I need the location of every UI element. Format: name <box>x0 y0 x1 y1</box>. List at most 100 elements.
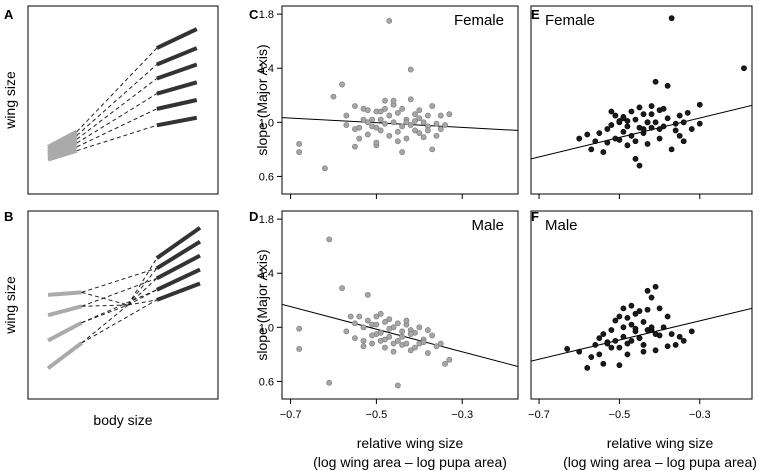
panel-a-schematic <box>47 27 198 162</box>
panel-d-ylabel: slope (Major Axis) <box>254 249 270 360</box>
panel-f-point <box>688 328 695 335</box>
panel-c-point <box>394 128 401 135</box>
panel-b-dark-segment <box>155 267 201 292</box>
panel-e-point <box>612 112 619 119</box>
panel-b-dashed-connector <box>127 299 157 306</box>
panel-f-point <box>652 283 659 290</box>
panel-c-point <box>412 118 418 124</box>
panel-d-point <box>407 347 414 354</box>
panel-e-point <box>684 109 691 116</box>
panel-f-point <box>656 332 663 339</box>
panel-a-light-segment <box>47 144 78 159</box>
panel-c-ytick-label: 1.8 <box>259 9 274 21</box>
panel-d-point <box>352 335 358 342</box>
panel-c-point <box>433 132 440 139</box>
panel-b-light-segment <box>46 341 83 370</box>
panel-f-point <box>640 341 647 348</box>
panel-d-point <box>412 344 418 351</box>
panel-f-point <box>620 333 627 340</box>
panel-e-point <box>616 118 623 124</box>
panel-c-point <box>394 138 401 145</box>
panel-d-point <box>296 325 303 332</box>
panel-f-plot: −0.7 −0.5 −0.3 Male <box>528 210 753 421</box>
panel-d-point <box>424 350 431 356</box>
panel-f-letter: F <box>531 209 539 224</box>
panel-e-point <box>636 162 643 169</box>
panel-c-fit-line <box>282 117 518 131</box>
panel-f-point <box>624 351 631 358</box>
panel-d-point <box>373 313 380 320</box>
panel-c-point <box>296 149 303 155</box>
panel-e-point <box>588 146 595 153</box>
panel-a-light-segment <box>47 137 78 154</box>
panel-a-dashed-connector <box>76 64 158 136</box>
panel-f-point <box>664 343 671 350</box>
panel-f-point <box>596 351 603 358</box>
panel-b-light-segment <box>47 290 82 297</box>
panel-a-dashed-connector <box>76 47 158 133</box>
panel-f-point <box>640 319 647 325</box>
panel-c-point <box>373 124 380 131</box>
panel-b-dashed-connector <box>81 304 129 324</box>
panel-d-ytick-label: 1.4 <box>259 268 274 280</box>
panel-f-point <box>624 314 631 321</box>
panel-c-point <box>330 93 337 100</box>
panel-c-frame <box>281 5 519 195</box>
panel-c-point <box>424 127 431 134</box>
panel-d-point <box>360 337 367 344</box>
panel-e-point <box>656 126 663 132</box>
panel-d-ytick-label: 1.0 <box>259 322 274 334</box>
panel-f-point <box>604 340 611 347</box>
panel-c-point <box>407 66 414 73</box>
panel-d-point <box>394 382 401 389</box>
panel-e-point <box>672 127 679 134</box>
panel-f-point <box>628 302 635 309</box>
panel-e-point <box>624 123 631 130</box>
panel-e-point <box>741 65 747 72</box>
panel-f-point <box>656 305 663 312</box>
panel-f-point <box>636 335 643 342</box>
panel-e-point <box>644 119 651 126</box>
panel-b-frame <box>27 210 219 400</box>
panel-f-point <box>624 340 631 347</box>
panel-c-ylabel: slope (Major Axis) <box>254 44 270 155</box>
panel-d-ytick-label: 0.6 <box>259 376 274 388</box>
panel-c-point <box>412 127 418 134</box>
panel-d-xlabel-line2: (log wing area – log pupa area) <box>313 454 507 470</box>
panel-d-point <box>339 285 345 291</box>
panel-b-dashed-connector <box>81 304 129 344</box>
panel-d-point <box>382 336 388 343</box>
panel-e-point <box>656 135 663 142</box>
panel-a-dark-segment <box>156 80 198 96</box>
panel-e-point <box>676 132 683 139</box>
panel-e-point <box>616 136 623 143</box>
panel-f-point <box>628 321 635 328</box>
panel-f-xlabel-line2: (log wing area – log pupa area) <box>563 454 757 470</box>
panel-a-dark-segment <box>156 62 198 81</box>
panel-f-point <box>612 337 619 344</box>
panel-c-point <box>352 103 358 109</box>
panel-d-point <box>382 344 388 351</box>
panel-f-point <box>584 364 591 371</box>
panel-d-point <box>364 291 371 298</box>
panel-e-point <box>620 128 627 135</box>
panel-c-point <box>322 165 328 172</box>
panel-e-point <box>608 108 615 115</box>
panel-e-point <box>584 131 591 138</box>
panel-c-point <box>416 107 423 114</box>
panel-e-point <box>592 138 599 145</box>
panel-f-point <box>608 327 615 333</box>
panel-d-point <box>437 340 444 347</box>
panel-b-dashed-connector <box>81 291 129 306</box>
panel-e-point <box>660 105 667 112</box>
panel-e-point <box>680 119 687 126</box>
panel-f-point <box>596 335 603 342</box>
panel-d-point <box>377 329 384 336</box>
panel-c-point <box>369 116 376 123</box>
panel-e-letter: E <box>531 7 540 22</box>
panel-d-xtick-label: −0.5 <box>366 409 388 421</box>
panel-b-dashed-connector <box>127 257 158 306</box>
panel-c-point <box>296 141 303 147</box>
panel-c-point <box>390 97 397 104</box>
